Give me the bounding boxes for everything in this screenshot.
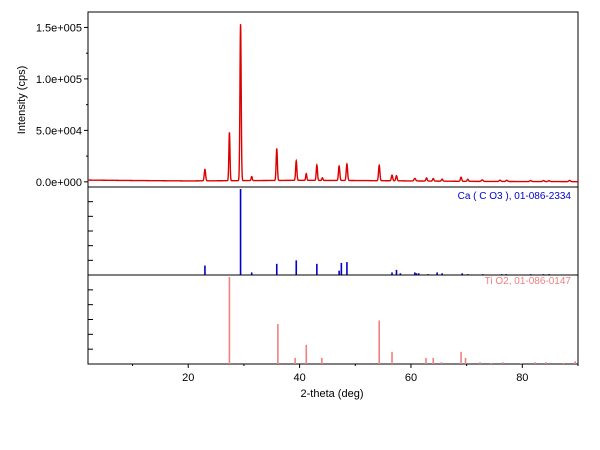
x-tick-label: 20 (182, 372, 194, 384)
y-tick-label: 5.0e+004 (36, 125, 82, 137)
x-axis-label: 2-theta (deg) (301, 388, 364, 400)
reference-label-2: Ti O2, 01-086-0147 (485, 276, 572, 287)
pattern-frame (87, 11, 579, 188)
x-axis-ticks: 20 40 60 80 (132, 364, 579, 384)
y-tick-label: 1.0e+005 (36, 74, 82, 86)
y-axis-label: Intensity (cps) (16, 66, 28, 134)
reference-panel-2 (87, 274, 579, 365)
x-tick-label: 60 (405, 372, 417, 384)
x-tick-label: 40 (293, 372, 305, 384)
y-axis-ticks: 0.0e+000 5.0e+004 1.0e+005 1.5e+005 (36, 22, 88, 189)
reference-label-1: Ca ( C O3 ), 01-086-2334 (458, 191, 572, 202)
y-tick-label: 1.5e+005 (36, 22, 82, 34)
x-tick-label: 80 (516, 372, 528, 384)
y-tick-label: 0.0e+000 (36, 177, 82, 189)
pattern-series-line (88, 24, 578, 183)
reference-frame-2 (87, 274, 579, 365)
pattern-panel (87, 11, 579, 188)
